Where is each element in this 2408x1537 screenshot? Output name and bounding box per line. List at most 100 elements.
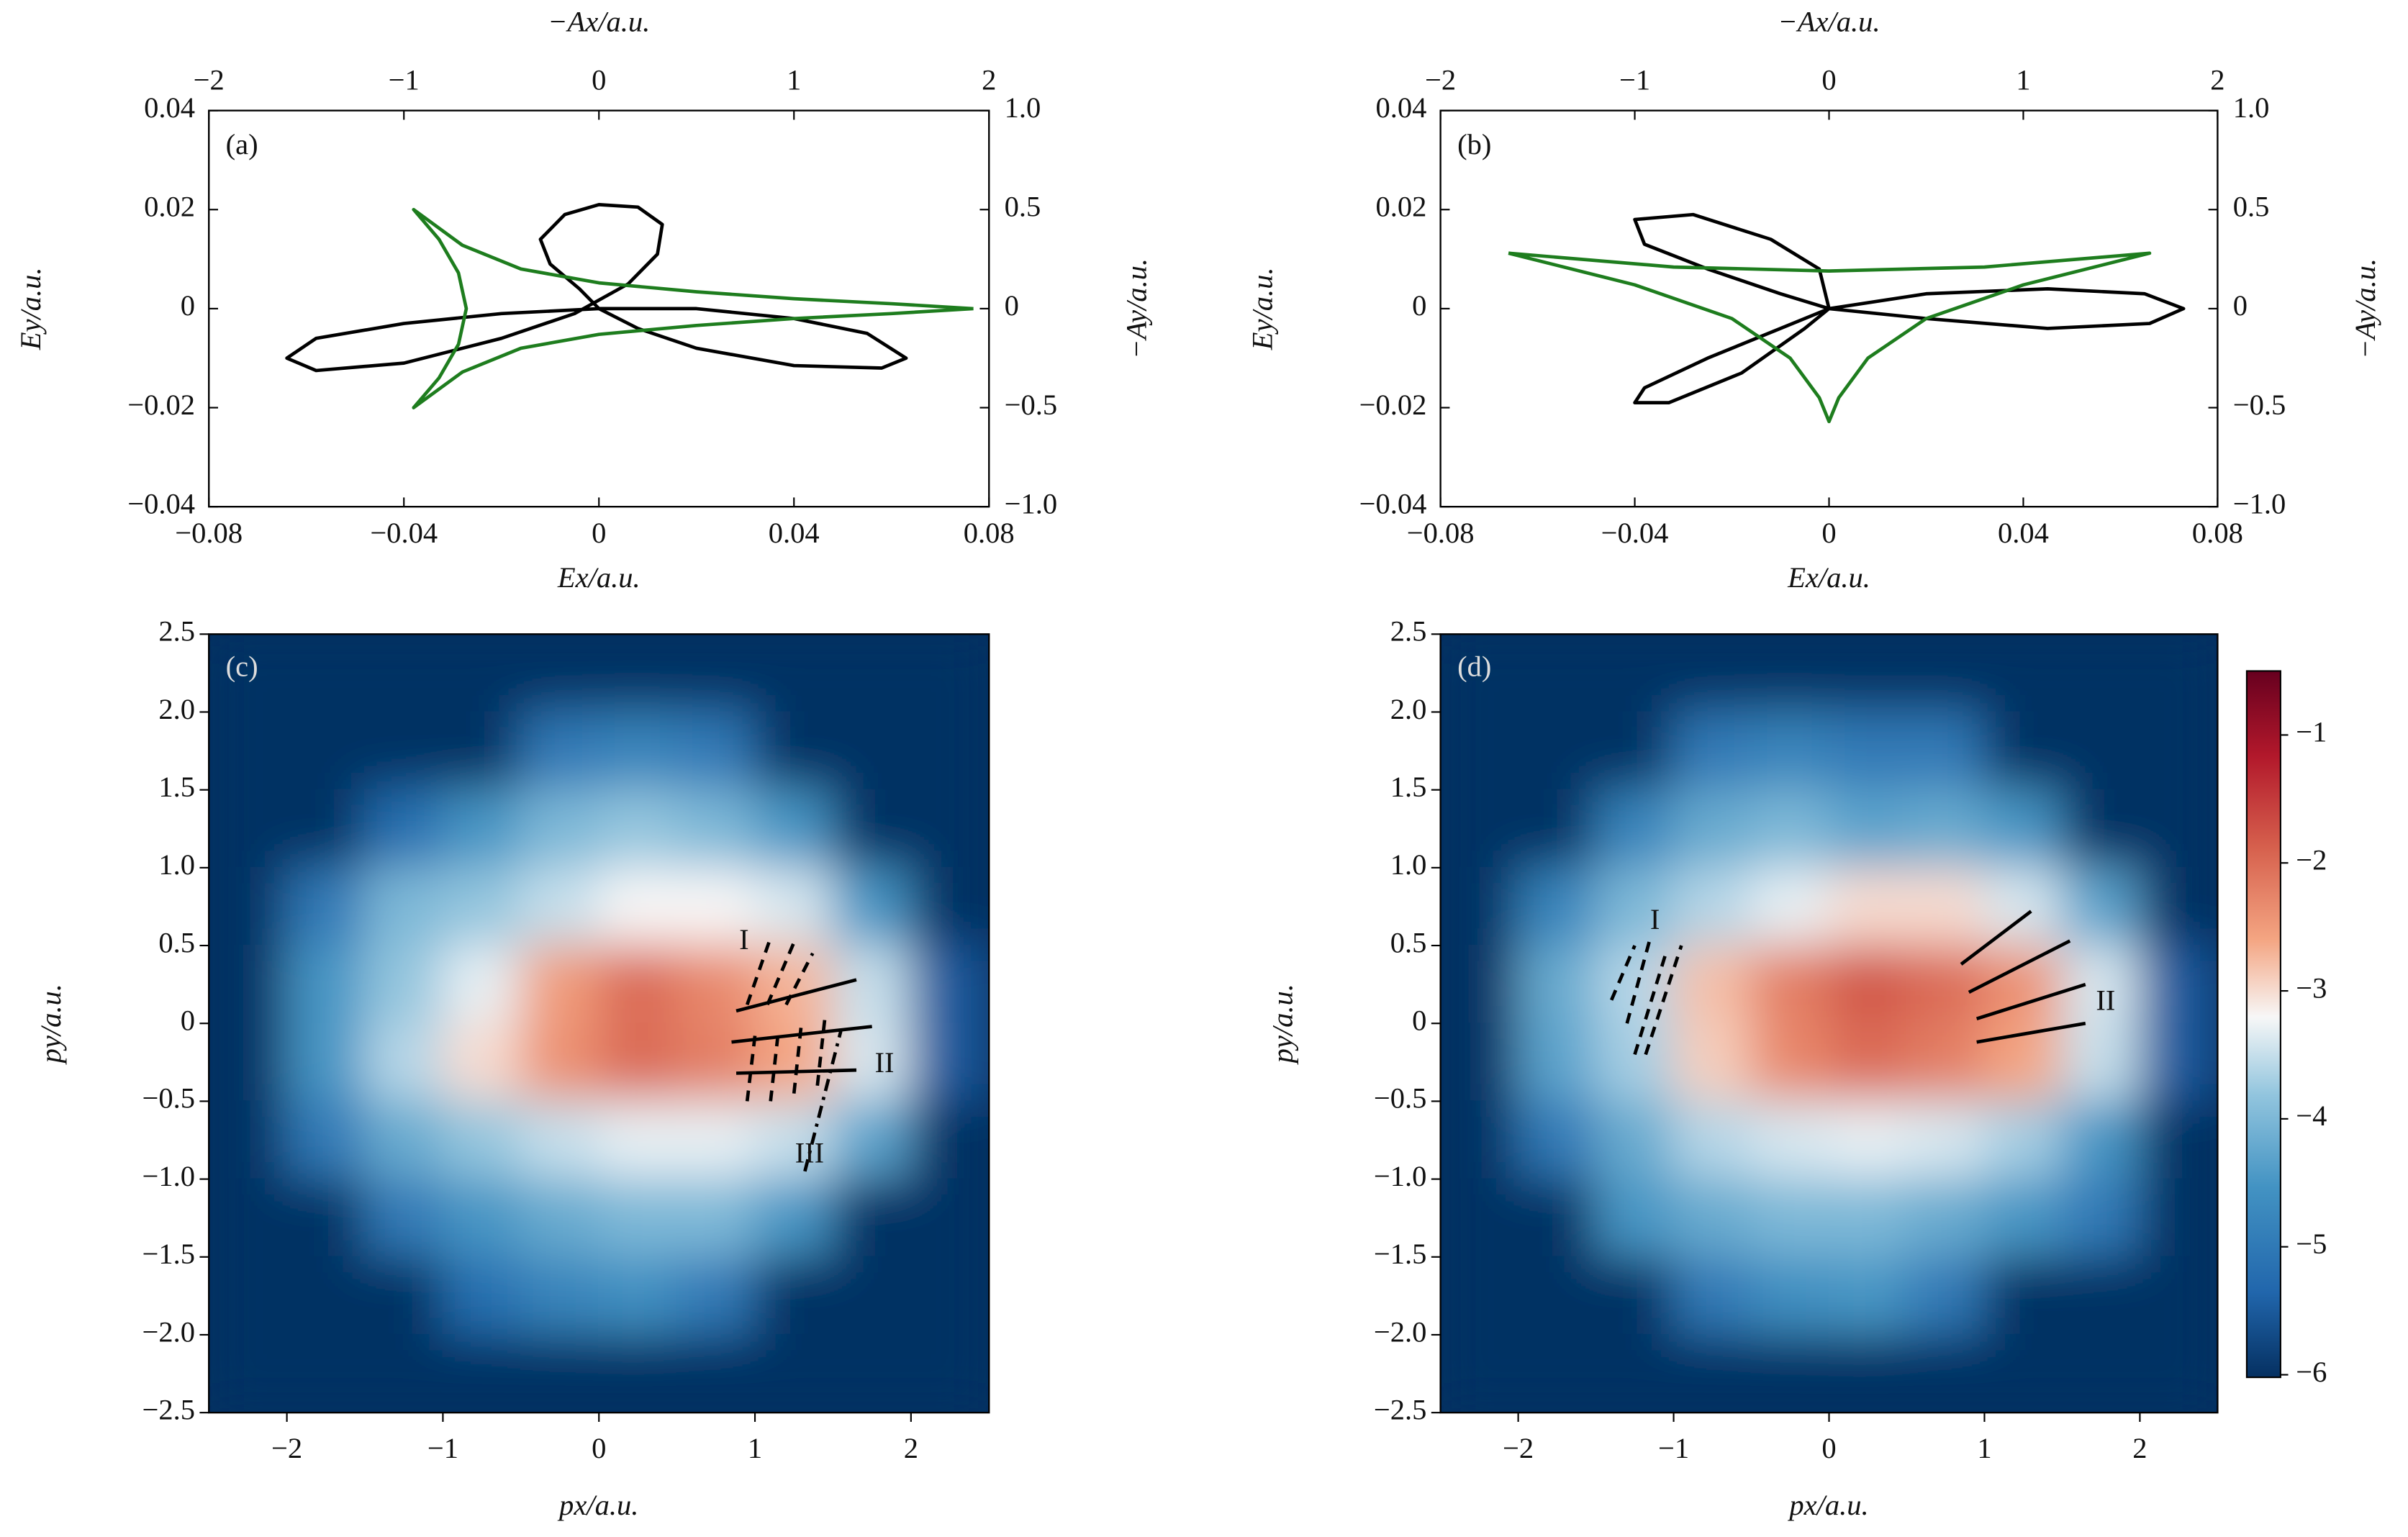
colorbar-tick-label: −5 xyxy=(2296,1228,2327,1260)
heatmap-cell xyxy=(1440,1023,1519,1102)
heatmap-cell xyxy=(1983,1333,2063,1413)
x-tick-label: 1 xyxy=(748,1432,762,1464)
annotation-line xyxy=(735,978,857,1013)
heatmap-cell xyxy=(2139,1100,2218,1180)
heatmap-cell xyxy=(1595,711,1675,791)
heatmap-cell xyxy=(1750,634,1830,713)
heatmap-cell xyxy=(832,1178,912,1258)
heatmap-cell xyxy=(1517,944,1597,1025)
x-tick-label: 0 xyxy=(1821,517,1836,549)
x2-tick-label: 0 xyxy=(592,64,606,96)
x-axis-label: px/a.u. xyxy=(1787,1489,1868,1521)
heatmap-cell xyxy=(1750,789,1830,869)
heatmap-cell xyxy=(2139,944,2218,1025)
heatmap-cell xyxy=(363,1333,444,1413)
heatmap-cell xyxy=(1828,1333,1908,1413)
annotation-line xyxy=(815,1015,827,1087)
y-tick-label: −2.5 xyxy=(142,1393,195,1425)
colorbar-tick-label: −6 xyxy=(2296,1356,2327,1388)
heatmap-cell xyxy=(363,1100,444,1180)
heatmap-cell xyxy=(1595,866,1675,947)
heatmap-cell xyxy=(1906,789,1986,869)
heatmap-cell xyxy=(1595,1256,1675,1336)
x-tick-label: −0.08 xyxy=(1407,517,1475,549)
x2-tick-label: −1 xyxy=(389,64,420,96)
y-tick-label: −0.5 xyxy=(142,1082,195,1115)
panel: (a)−0.08 −0.04 0 0.04 0.08−0.04−0.0200.020.0… xyxy=(14,5,1152,593)
heatmap-cell xyxy=(520,1178,600,1258)
heatmap-cell xyxy=(286,1256,366,1336)
x-tick-label: −1 xyxy=(1658,1432,1689,1464)
heatmap-cell xyxy=(520,866,600,947)
heatmap-cell xyxy=(286,1023,366,1102)
heatmap-cell xyxy=(363,1256,444,1336)
annotation: I xyxy=(739,923,749,956)
heatmap-cell xyxy=(1906,1333,1986,1413)
annotation-line xyxy=(784,952,815,1006)
heatmap-cell xyxy=(1828,1256,1908,1336)
heatmap-cell xyxy=(1440,1178,1519,1258)
heatmap-cell xyxy=(1595,1178,1675,1258)
heatmap-cell xyxy=(442,1333,522,1413)
y2-tick-label: 1.0 xyxy=(2233,91,2270,124)
heatmap-cell xyxy=(2061,866,2141,947)
heatmap-cell xyxy=(1517,1100,1597,1180)
heatmap-cell xyxy=(286,1100,366,1180)
heatmap-cell xyxy=(1750,866,1830,947)
heatmap-cell xyxy=(1983,1023,2063,1102)
heatmap-cell xyxy=(2139,711,2218,791)
heatmap-cell xyxy=(676,1333,756,1413)
plot-frame xyxy=(1439,633,2219,1414)
heatmap-cell xyxy=(442,1100,522,1180)
heatmap-cell xyxy=(676,634,756,713)
heatmap-cell xyxy=(1906,711,1986,791)
heatmap-cell xyxy=(832,634,912,713)
heatmap-cell xyxy=(598,1256,678,1336)
y-tick-label: 0 xyxy=(181,289,195,322)
x2-axis-label: −Ax/a.u. xyxy=(1778,5,1880,37)
annotation-line xyxy=(1976,1021,2086,1044)
heatmap-cell xyxy=(1906,634,1986,713)
y-tick-label: 0.5 xyxy=(158,926,195,958)
x-tick-label: 2 xyxy=(904,1432,918,1464)
y-tick-label: 2.0 xyxy=(1390,693,1427,725)
heatmap-cell xyxy=(910,711,990,791)
annotation: I xyxy=(1650,903,1660,935)
x-tick-label: 0 xyxy=(592,1432,606,1464)
heatmap-cell xyxy=(2061,634,2141,713)
heatmap-cell xyxy=(2139,1023,2218,1102)
y-tick-label: −0.02 xyxy=(127,389,195,421)
heatmap-cell xyxy=(1673,1256,1752,1336)
heatmap-cell xyxy=(1440,711,1519,791)
heatmap-cell xyxy=(2061,1333,2141,1413)
heatmap-cell xyxy=(1440,866,1519,947)
heatmap-cell xyxy=(1828,1178,1908,1258)
heatmap-cell xyxy=(442,944,522,1025)
heatmap-cell xyxy=(442,1023,522,1102)
heatmap-cell xyxy=(1750,1256,1830,1336)
heatmap-cell xyxy=(1595,634,1675,713)
heatmap-cell xyxy=(520,1333,600,1413)
y-tick-label: 0 xyxy=(1412,289,1426,322)
heatmap-cell xyxy=(1983,1100,2063,1180)
heatmap-cell xyxy=(209,866,288,947)
heatmap-cell xyxy=(363,1023,444,1102)
heatmap-cells xyxy=(1440,634,2218,1413)
heatmap-cell xyxy=(676,866,756,947)
y-tick-label: −2.0 xyxy=(142,1315,195,1348)
panel-label: (d) xyxy=(1457,650,1491,683)
heatmap-cell xyxy=(832,711,912,791)
y-tick-label: −2.5 xyxy=(1374,1393,1427,1425)
heatmap-cell xyxy=(1673,634,1752,713)
heatmap-cell xyxy=(676,789,756,869)
y-tick-label: −0.04 xyxy=(127,487,195,520)
heatmap-cell xyxy=(286,634,366,713)
heatmap-cell xyxy=(598,1100,678,1180)
annotation-line xyxy=(1625,937,1652,1024)
y-tick-label: 0.02 xyxy=(144,191,195,223)
heatmap-cell xyxy=(209,1178,288,1258)
x-tick-label: −0.04 xyxy=(370,517,438,549)
plot-frame xyxy=(208,633,990,1414)
heatmap-cell xyxy=(598,711,678,791)
